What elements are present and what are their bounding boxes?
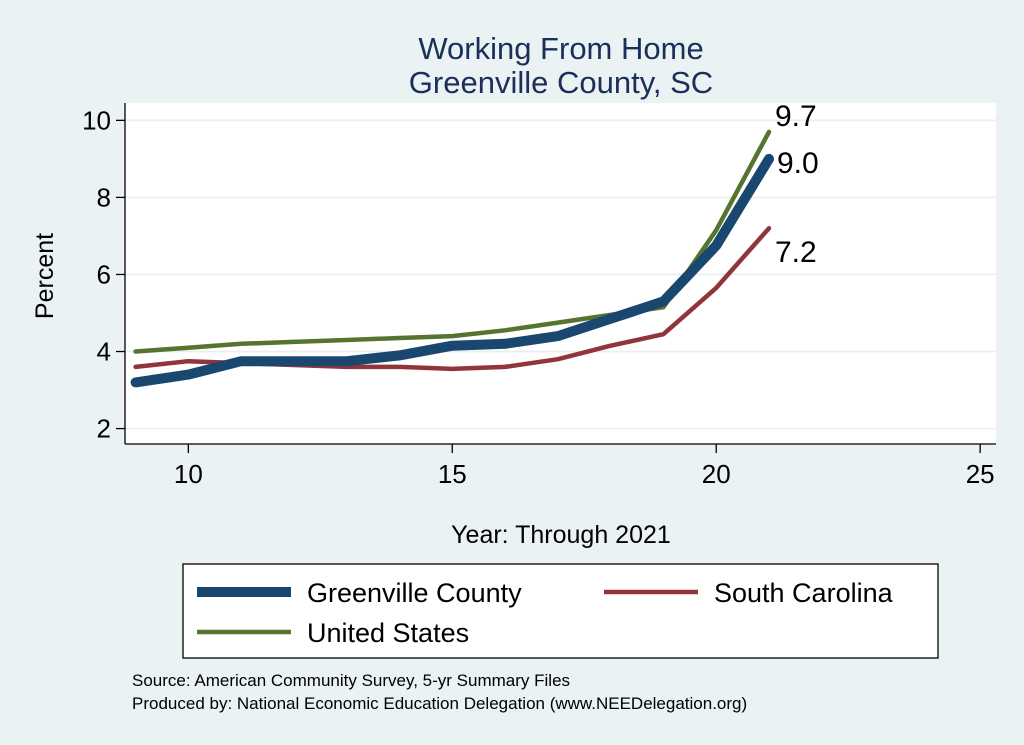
- x-tick-label: 25: [966, 459, 995, 489]
- chart-title: Working From Home: [418, 31, 703, 66]
- tick-marks: 2 4 6 8 10 10 15 20 25: [82, 105, 995, 489]
- end-label-united-states: 9.7: [775, 100, 817, 133]
- chart-subtitle: Greenville County, SC: [409, 65, 713, 100]
- y-tick-label: 2: [97, 414, 111, 444]
- series-lines: [130, 129, 774, 388]
- legend-label-united-states: United States: [307, 618, 469, 648]
- source-note: Source: American Community Survey, 5-yr …: [132, 671, 570, 690]
- y-tick-label: 4: [97, 337, 111, 367]
- x-tick-label: 15: [438, 459, 467, 489]
- y-tick-label: 8: [97, 182, 111, 212]
- y-tick-label: 10: [82, 105, 111, 135]
- x-axis-label: Year: Through 2021: [451, 521, 671, 549]
- y-axis-label: Percent: [31, 233, 59, 319]
- series-line-greenville-county: [130, 153, 774, 388]
- legend-label-greenville-county: Greenville County: [307, 578, 522, 608]
- series-line-united-states: [133, 129, 772, 354]
- x-tick-label: 10: [174, 459, 203, 489]
- y-tick-label: 6: [97, 259, 111, 289]
- x-tick-label: 20: [702, 459, 731, 489]
- end-label-greenville-county: 9.0: [777, 147, 819, 180]
- end-labels: 9.0 7.2 9.7: [775, 100, 819, 269]
- gridlines: [125, 119, 996, 430]
- plot-area: [125, 103, 996, 444]
- legend-label-south-carolina: South Carolina: [714, 578, 894, 608]
- legend-box: [182, 563, 939, 659]
- producer-note: Produced by: National Economic Education…: [132, 694, 747, 713]
- end-label-south-carolina: 7.2: [775, 236, 817, 269]
- legend: Greenville County South Carolina United St…: [197, 578, 894, 648]
